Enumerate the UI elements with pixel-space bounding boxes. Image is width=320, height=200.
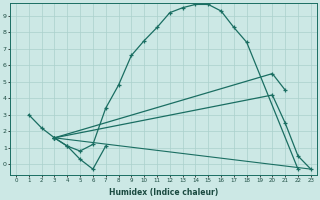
X-axis label: Humidex (Indice chaleur): Humidex (Indice chaleur) bbox=[109, 188, 218, 197]
